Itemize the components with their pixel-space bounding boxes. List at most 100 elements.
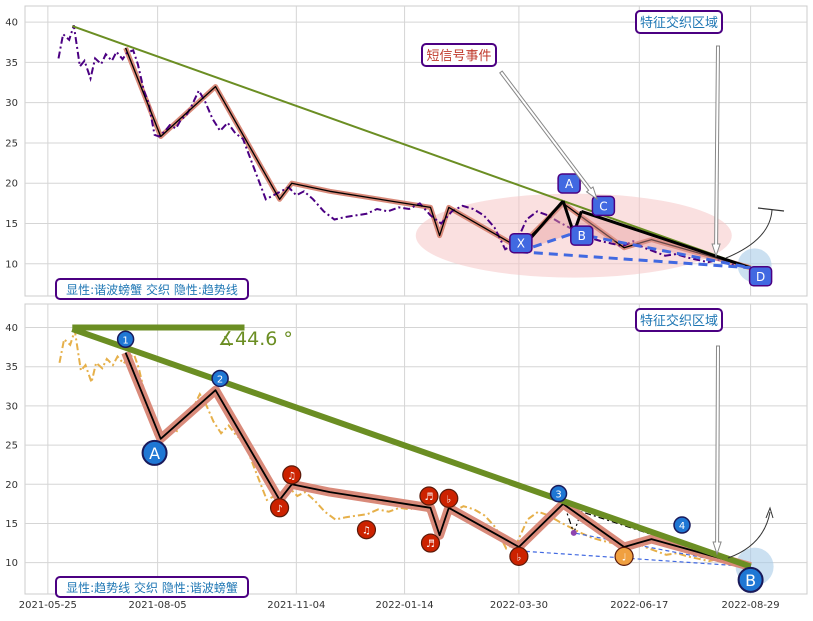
- xabcd-point-d: D: [748, 266, 773, 287]
- letter-point-circle: [737, 566, 764, 593]
- numbered-point-label: 4: [679, 521, 685, 532]
- top-ytick-label: 25: [5, 138, 18, 149]
- note-marker-circle: [356, 520, 377, 540]
- note-marker-symbol: ♭: [517, 552, 522, 563]
- top-ytick-label: 30: [5, 98, 18, 109]
- xabcd-marker: [570, 225, 594, 246]
- letter-point-label: B: [745, 571, 756, 590]
- note-marker: ♩: [614, 546, 634, 566]
- xabcd-point-a: A: [557, 173, 581, 194]
- note-marker: ♭: [439, 488, 459, 508]
- top-feature-zone-arrow: [711, 45, 721, 258]
- bot-ytick-label: 20: [5, 480, 18, 491]
- xabcd-label: D: [756, 270, 765, 284]
- note-marker-symbol: ♬: [426, 539, 435, 550]
- note-marker-symbol: ♭: [446, 494, 451, 505]
- xabcd-label: B: [578, 229, 586, 243]
- xabcd-ratio-line: [518, 250, 751, 270]
- xtick-label: 2022-08-29: [722, 600, 780, 611]
- angle-label: ∡44.6 °: [218, 328, 293, 350]
- note-marker: ♫: [282, 465, 302, 485]
- bottom-price-line: [58, 330, 752, 568]
- note-marker-symbol: ♪: [276, 504, 282, 515]
- bottom-feature-zone-arrow: [712, 345, 722, 556]
- top-ytick-label: 15: [5, 219, 18, 230]
- top-feature-zone-annotation: 特征交织区域: [635, 10, 723, 34]
- letter-point-b: B: [737, 566, 764, 593]
- bottom-panel: ♪ ♫ ♫ ♬ ♬ ♭ ♭ ♩ 1 2 3 4 A B: [58, 324, 774, 593]
- xabcd-leg: [580, 209, 752, 270]
- top-feature-zone-label: 特征交织区域: [640, 15, 718, 31]
- xabcd-label: X: [517, 237, 525, 251]
- bot-ytick-label: 15: [5, 519, 18, 530]
- bot-ytick-label: 35: [5, 362, 18, 373]
- note-marker: ♭: [509, 546, 529, 566]
- note-marker-symbol: ♬: [424, 492, 433, 503]
- numbered-point-label: 2: [217, 374, 223, 385]
- numbered-point-circle: [116, 330, 135, 349]
- xabcd-point-c: C: [591, 195, 616, 217]
- note-marker-circle: [509, 546, 529, 566]
- note-marker-circle: [614, 546, 634, 566]
- bottom-legend-box: 显性:趋势线 交织 隐性:谐波螃蟹: [55, 576, 249, 598]
- xtick-label: 2022-06-17: [610, 600, 668, 611]
- note-marker-circle: [269, 498, 290, 518]
- top-legend-box: 显性:谐波螃蟹 交织 隐性:趋势线: [55, 278, 249, 300]
- axis-layer: 10 15 20 25 30 35 40 10 15 20 25 30 35 40 2021-05-25 20…: [5, 18, 779, 611]
- short-signal-arrow: [499, 70, 598, 201]
- numbered-point-4: 4: [673, 516, 691, 534]
- top-ytick-label: 35: [5, 58, 18, 69]
- top-ytick-label: 40: [5, 18, 18, 29]
- note-marker-symbol: ♫: [362, 526, 371, 537]
- top-curve-arrow: [725, 209, 773, 259]
- xabcd-marker: [557, 173, 581, 194]
- note-marker-circle: [419, 486, 439, 506]
- note-marker-circle: [420, 533, 441, 553]
- xtick-label: 2022-03-30: [490, 600, 548, 611]
- top-panel: X A B C D: [57, 24, 785, 287]
- short-signal-label: 短信号事件: [426, 49, 491, 64]
- xabcd-ratio-line: [573, 231, 751, 270]
- xabcd-label: C: [599, 199, 607, 213]
- bottom-curve-arrow-head: [765, 506, 774, 519]
- bottom-wave-line: [124, 352, 751, 568]
- numbered-point-2: 2: [211, 369, 229, 388]
- xtick-label: 2022-01-14: [376, 600, 434, 611]
- top-curve-arrow-tip: [757, 207, 785, 212]
- top-ytick-label: 20: [5, 179, 18, 190]
- top-price-line: [57, 24, 751, 269]
- bot-ytick-label: 40: [5, 323, 18, 334]
- xtick-label: 2021-05-25: [19, 600, 77, 611]
- top-legend-label: 显性:谐波螃蟹 交织 隐性:趋势线: [66, 282, 238, 297]
- bottom-feature-zone-annotation: 特征交织区域: [635, 308, 723, 332]
- xabcd-ratio-line: [518, 231, 575, 254]
- xtick-label: 2021-08-05: [129, 600, 187, 611]
- note-marker-circle: [282, 465, 302, 485]
- note-marker: ♬: [420, 533, 441, 553]
- xabcd-marker: [591, 195, 616, 217]
- xabcd-marker: [748, 266, 773, 287]
- bot-ytick-label: 10: [5, 558, 18, 569]
- numbered-point-circle: [549, 484, 568, 503]
- letter-point-a: A: [141, 439, 168, 466]
- bottom-curve-arrow: [727, 511, 771, 559]
- numbered-point-label: 3: [555, 490, 561, 501]
- note-marker-symbol: ♩: [622, 552, 627, 563]
- note-marker: ♬: [419, 486, 439, 506]
- bottom-feature-zone-label: 特征交织区域: [640, 313, 718, 329]
- numbered-point-label: 1: [122, 335, 128, 346]
- numbered-point-1: 1: [116, 330, 135, 349]
- xabcd-point-b: B: [570, 225, 594, 246]
- note-marker: ♪: [269, 498, 290, 518]
- note-marker-symbol: ♫: [287, 471, 296, 482]
- bottom-trend-line: [71, 326, 752, 570]
- letter-point-circle: [141, 439, 168, 466]
- numbered-point-3: 3: [549, 484, 568, 503]
- bot-ytick-label: 30: [5, 401, 18, 412]
- xabcd-point-x: X: [509, 232, 533, 254]
- xtick-label: 2021-11-04: [267, 600, 325, 611]
- numbered-point-circle: [673, 516, 691, 534]
- bottom-legend-label: 显性:趋势线 交织 隐性:谐波螃蟹: [66, 580, 238, 595]
